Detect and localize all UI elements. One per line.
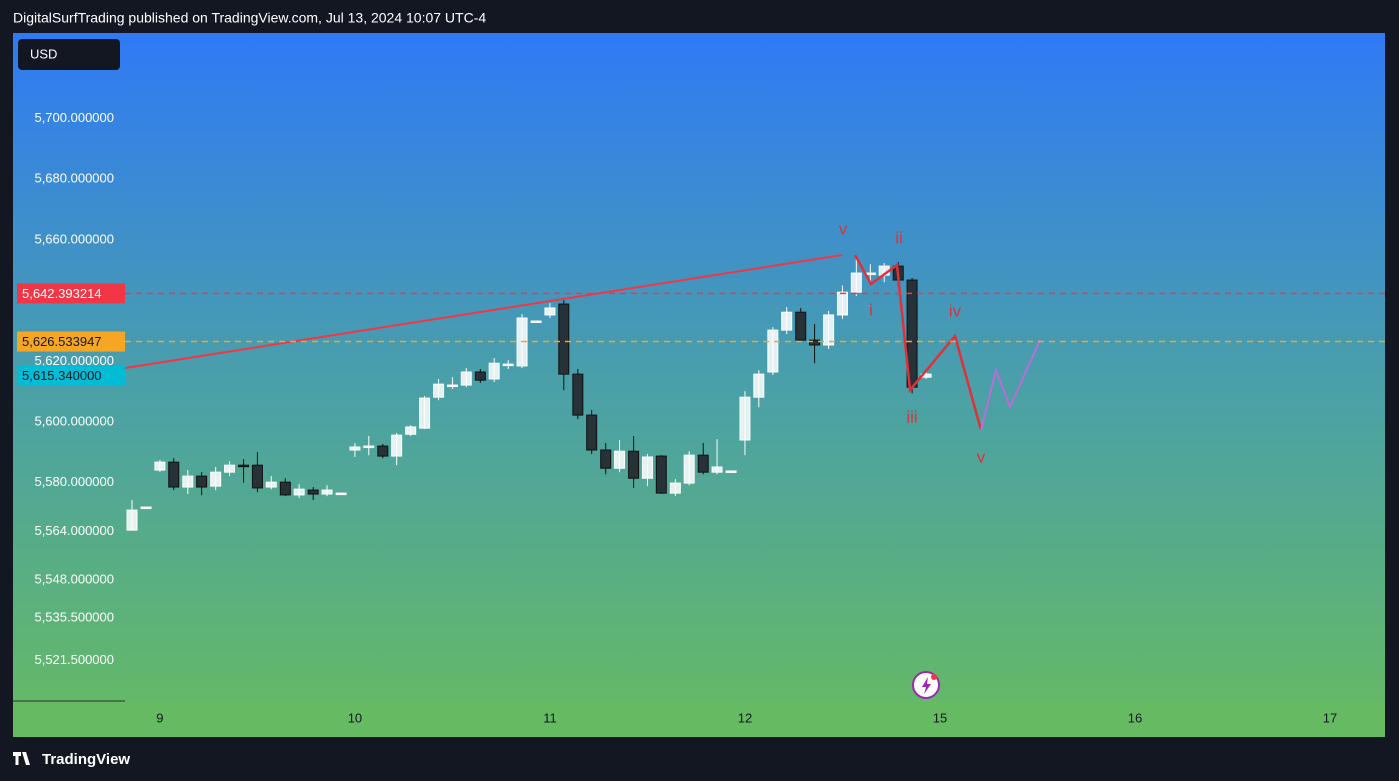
candle-body <box>335 492 347 496</box>
x-tick-label: 10 <box>348 710 362 725</box>
x-tick-label: 17 <box>1323 710 1337 725</box>
candle-body <box>502 363 514 367</box>
y-tick-label: 5,521.500000 <box>34 652 114 667</box>
y-tick-label: 5,700.000000 <box>34 110 114 125</box>
wave-label: i <box>869 300 873 319</box>
candle-body <box>795 311 807 341</box>
candle-body <box>767 329 779 373</box>
wave-label: ii <box>895 228 903 247</box>
currency-badge[interactable] <box>18 39 120 70</box>
wave-label: v <box>977 447 986 466</box>
y-tick-label: 5,535.500000 <box>34 609 114 624</box>
candle-body <box>349 446 361 451</box>
x-tick-label: 15 <box>933 710 947 725</box>
y-tick-label: 5,564.000000 <box>34 523 114 538</box>
x-tick-label: 12 <box>738 710 752 725</box>
plot-area <box>126 256 932 531</box>
x-axis-strip <box>13 701 1385 737</box>
candle-body <box>655 455 667 494</box>
x-tick-label: 11 <box>543 710 557 725</box>
candle-body <box>168 461 180 488</box>
candle-body <box>126 509 138 531</box>
price-label-box <box>17 365 125 386</box>
wave-label: iii <box>906 407 917 426</box>
candle-body <box>363 445 375 449</box>
candle-body <box>809 339 821 346</box>
candle-body <box>460 371 472 386</box>
brand: TradingView <box>13 751 130 768</box>
candle-body <box>377 445 389 457</box>
brand-name: TradingView <box>42 751 130 768</box>
candle-body <box>279 481 291 496</box>
candle-body <box>224 464 236 473</box>
candle-body <box>725 470 737 473</box>
y-tick-label: 5,600.000000 <box>34 414 114 429</box>
price-label-box <box>17 331 125 352</box>
candle-body <box>530 320 542 324</box>
wave-line <box>853 254 983 431</box>
candle-body <box>265 481 277 488</box>
alert-bolt <box>922 677 931 694</box>
price-label: 5,642.393214 <box>22 286 102 301</box>
candle-body <box>753 373 765 398</box>
alert-dot <box>931 674 937 680</box>
candle-body <box>140 506 152 510</box>
candle-body <box>572 373 584 416</box>
price-label-box <box>17 283 125 304</box>
candle-body <box>446 384 458 388</box>
candle-body <box>669 482 681 494</box>
wave-label: v <box>839 219 848 238</box>
candle-body <box>182 475 194 488</box>
candle-body <box>836 291 848 316</box>
candle-body <box>405 426 417 435</box>
x-tick-label: 16 <box>1128 710 1142 725</box>
candle-body <box>321 489 333 495</box>
candle-body <box>628 450 640 479</box>
brand-logo <box>13 752 30 765</box>
price-label: 5,626.533947 <box>22 334 102 349</box>
candle-body <box>614 450 626 469</box>
wave-drawings <box>124 254 1041 431</box>
candle-body <box>293 488 305 496</box>
candle-body <box>641 456 653 479</box>
candle-body <box>739 396 751 441</box>
y-tick-label: 5,580.000000 <box>34 474 114 489</box>
candle-body <box>251 464 263 489</box>
candle-body <box>600 449 612 469</box>
candle-body <box>823 314 835 346</box>
candle-body <box>488 362 500 380</box>
candle-body <box>210 471 222 487</box>
candle-body <box>307 489 319 495</box>
candle-body <box>544 307 556 316</box>
trend-line <box>124 254 843 369</box>
candle-body <box>196 475 208 488</box>
candle-body <box>711 466 723 473</box>
wave-label: iv <box>949 301 962 320</box>
chart-background <box>13 33 1385 737</box>
x-tick-label: 9 <box>156 710 163 725</box>
price-label: 5,615.340000 <box>22 368 102 383</box>
candle-body <box>238 464 250 468</box>
candle-body <box>781 311 793 331</box>
y-tick-label: 5,680.000000 <box>34 171 114 186</box>
candle-body <box>558 303 570 375</box>
candle-body <box>586 414 598 451</box>
candle-body <box>419 397 431 429</box>
candle-body <box>850 272 862 293</box>
projection-line <box>980 339 1041 431</box>
candle-body <box>154 461 166 471</box>
candle-body <box>391 434 403 457</box>
candle-body <box>433 383 445 398</box>
y-tick-label: 5,620.000000 <box>34 353 114 368</box>
y-tick-label: 5,548.000000 <box>34 571 114 586</box>
y-tick-label: 5,660.000000 <box>34 231 114 246</box>
candle-body <box>697 454 709 473</box>
publish-header: DigitalSurfTrading published on TradingV… <box>13 10 486 26</box>
currency-label: USD <box>30 46 57 61</box>
candle-body <box>474 371 486 381</box>
alert-icon[interactable] <box>912 671 940 699</box>
candle-body <box>683 454 695 484</box>
